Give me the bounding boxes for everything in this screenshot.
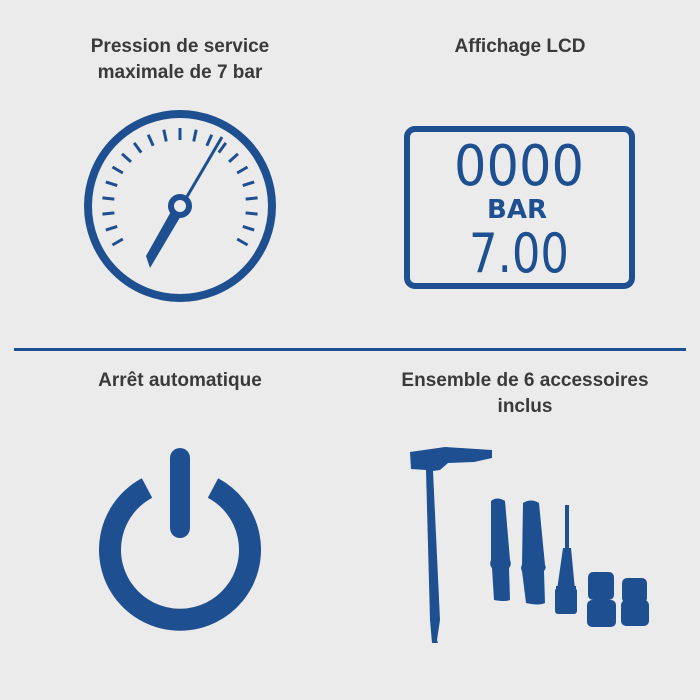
- gauge-tick: [242, 224, 255, 232]
- gauge-tick: [205, 134, 214, 147]
- gauge-tick: [245, 196, 258, 201]
- gauge-tick: [102, 196, 115, 201]
- divider: [14, 348, 686, 351]
- gauge-tick: [105, 224, 118, 232]
- lcd-value: 7.00: [469, 222, 569, 285]
- gauge-tick: [242, 180, 255, 188]
- lcd-display-icon: 0000 BAR 7.00: [404, 126, 635, 289]
- gauge-tick: [217, 142, 228, 154]
- gauge-tick: [162, 129, 168, 142]
- gauge-tick: [111, 165, 124, 175]
- lcd-unit: BAR: [487, 195, 547, 225]
- gauge-tick: [236, 237, 249, 247]
- gauge-tick: [146, 134, 155, 147]
- power-icon: [99, 448, 261, 631]
- gauge-tick: [111, 237, 124, 247]
- gauge-tick: [236, 165, 249, 175]
- gauge-tick: [105, 180, 118, 188]
- feature-title-auto-stop: Arrêt automatique: [98, 370, 262, 391]
- gauge-tick: [192, 129, 198, 142]
- pressure-gauge-icon: [84, 110, 276, 302]
- gauge-tick: [245, 211, 258, 216]
- accessories-icon: [410, 447, 649, 643]
- gauge-tick: [102, 211, 115, 216]
- feature-title-accessories: Ensemble de 6 accessoires inclus: [401, 370, 649, 417]
- gauge-tick: [228, 152, 239, 163]
- feature-title-lcd: Affichage LCD: [454, 36, 586, 57]
- gauge-tick: [121, 152, 132, 163]
- feature-title-pressure: Pression de service maximale de 7 bar: [90, 36, 270, 83]
- gauge-tick: [132, 142, 143, 154]
- lcd-top-readout: 0000: [454, 134, 584, 199]
